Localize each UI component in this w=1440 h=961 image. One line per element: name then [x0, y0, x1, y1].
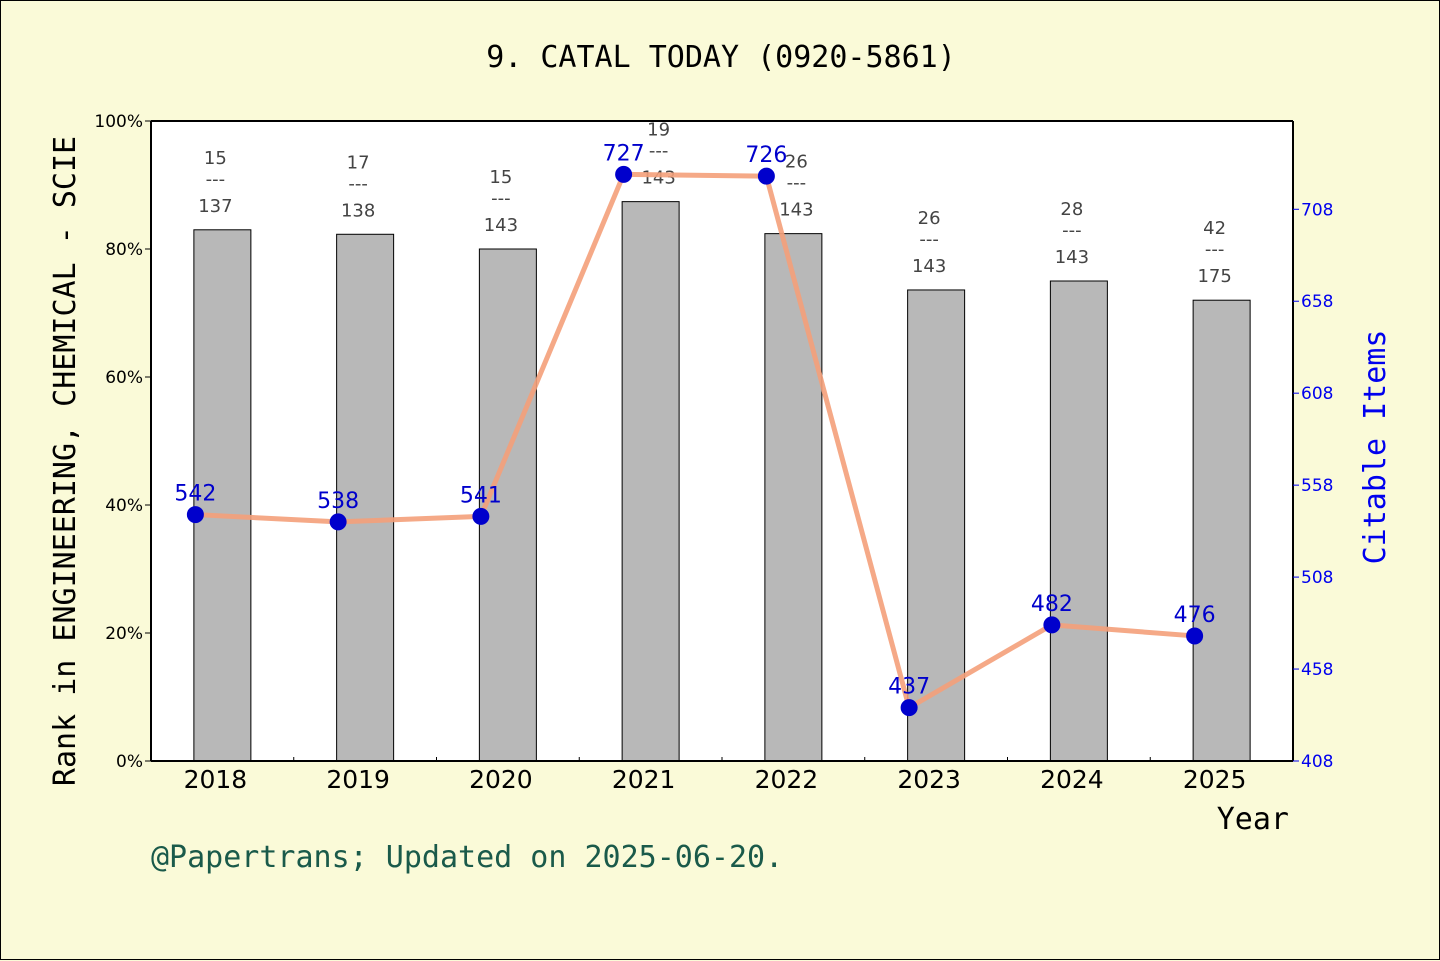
bar-2025 [1192, 299, 1251, 762]
x-tick-label: 2020 [469, 765, 533, 794]
y-tick-label: 20% [105, 624, 143, 644]
bar-2024 [1049, 280, 1108, 762]
citable-point-2024 [1043, 616, 1061, 634]
y2-tick-label: 408 [1301, 752, 1333, 772]
rank-divider: --- [206, 169, 226, 190]
x-tick-label: 2024 [1040, 765, 1104, 794]
citable-point-2021 [615, 165, 633, 183]
total-label: 137 [198, 196, 232, 217]
citable-value-label: 727 [603, 141, 645, 166]
total-label: 143 [912, 256, 946, 277]
total-label: 143 [641, 168, 675, 189]
bar-2022 [764, 233, 823, 762]
bar-2018 [193, 229, 252, 762]
bar-2019 [336, 233, 395, 762]
x-tick-label: 2023 [897, 765, 961, 794]
y2-axis-label: Citable Items [1358, 330, 1393, 565]
citable-items-line [195, 171, 1195, 711]
citable-point-2020 [472, 507, 490, 525]
rank-label: 19 [647, 120, 670, 141]
rank-label: 42 [1203, 218, 1226, 239]
y-tick-label: 0% [116, 752, 143, 772]
rank-label: 17 [347, 152, 370, 173]
rank-label: 26 [918, 208, 941, 229]
y-tick-label: 60% [105, 368, 143, 388]
y-tick-label: 40% [105, 496, 143, 516]
total-label: 138 [341, 200, 375, 221]
plot-area [151, 121, 1293, 761]
rank-label: 26 [785, 152, 808, 173]
chart-title: 9. CATAL TODAY (0920-5861) [486, 40, 956, 75]
rank-label: 15 [489, 167, 512, 188]
citable-value-label: 542 [174, 482, 216, 507]
citable-point-2023 [900, 699, 918, 717]
y2-tick-label: 458 [1301, 660, 1333, 680]
rank-label: 15 [204, 148, 227, 169]
total-label: 175 [1197, 266, 1231, 287]
rank-label: 28 [1060, 199, 1083, 220]
x-axis-label: Year [1217, 802, 1289, 837]
x-tick-label: 2021 [612, 765, 676, 794]
y-tick-label: 100% [94, 112, 143, 132]
citable-value-label: 726 [745, 143, 787, 168]
total-label: 143 [779, 200, 813, 221]
bar-2021 [621, 201, 680, 762]
y2-tick-label: 608 [1301, 384, 1333, 404]
y-tick-label: 80% [105, 240, 143, 260]
y2-tick-label: 558 [1301, 476, 1333, 496]
total-label: 143 [484, 215, 518, 236]
bar-2020 [478, 248, 537, 762]
citable-value-label: 476 [1174, 603, 1216, 628]
x-tick-label: 2022 [755, 765, 819, 794]
citable-point-2019 [329, 513, 347, 531]
rank-divider: --- [491, 188, 511, 209]
y2-tick-label: 708 [1301, 200, 1333, 220]
rank-divider: --- [1062, 220, 1082, 241]
rank-divider: --- [1205, 239, 1225, 260]
x-tick-label: 2019 [326, 765, 390, 794]
footer-credit: @Papertrans; Updated on 2025-06-20. [151, 840, 783, 875]
citable-value-label: 541 [460, 483, 502, 508]
rank-divider: --- [649, 141, 669, 162]
y2-tick-label: 508 [1301, 568, 1333, 588]
rank-divider: --- [787, 173, 807, 194]
y2-tick-label: 658 [1301, 292, 1333, 312]
total-label: 143 [1055, 247, 1089, 268]
rank-divider: --- [348, 173, 368, 194]
x-tick-label: 2025 [1183, 765, 1247, 794]
citable-point-2025 [1186, 627, 1204, 645]
x-tick-label: 2018 [184, 765, 248, 794]
rank-divider: --- [919, 229, 939, 250]
citable-point-2018 [186, 506, 204, 524]
citable-value-label: 482 [1031, 592, 1073, 617]
citable-point-2022 [757, 167, 775, 185]
y-axis-label: Rank in ENGINEERING, CHEMICAL - SCIE [48, 136, 83, 786]
citable-value-label: 538 [317, 489, 359, 514]
citable-value-label: 437 [888, 675, 930, 700]
